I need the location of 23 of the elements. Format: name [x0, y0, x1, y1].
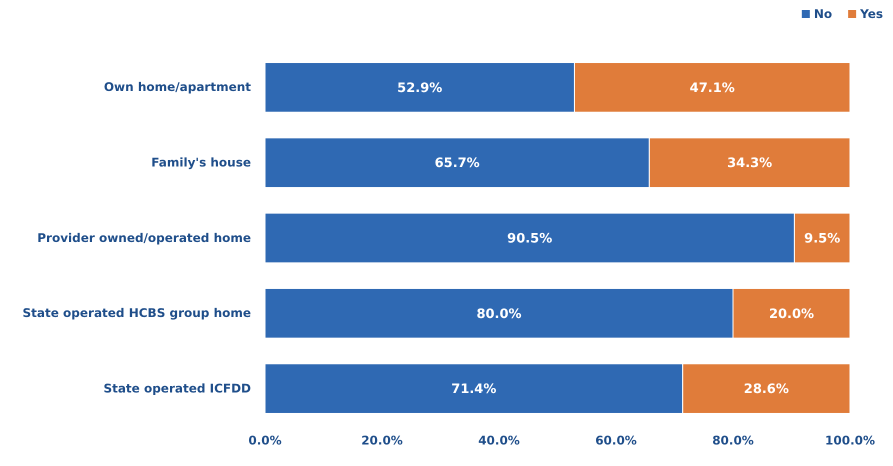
x-tick-label: 40.0%	[478, 434, 520, 448]
data-label: 20.0%	[768, 306, 814, 322]
data-label: 9.5%	[804, 232, 840, 247]
x-tick-label: 100.0%	[825, 434, 875, 448]
x-tick-label: 20.0%	[361, 434, 403, 448]
data-label: 90.5%	[507, 232, 552, 247]
data-label: 47.1%	[690, 80, 735, 96]
legend-label: Yes	[859, 7, 883, 21]
data-label: 71.4%	[451, 382, 496, 398]
y-tick-label: Provider owned/operated home	[37, 230, 251, 245]
data-label: 28.6%	[744, 382, 789, 398]
x-tick-label: 0.0%	[248, 434, 282, 448]
data-label: 52.9%	[397, 80, 442, 96]
text: No	[814, 7, 832, 21]
data-label: 65.7%	[434, 156, 480, 172]
data-label: 80.0%	[476, 306, 522, 322]
data-label: 34.3%	[727, 156, 772, 172]
y-tick-label: State operated HCBS group home	[22, 306, 251, 320]
x-tick-label: 60.0%	[595, 434, 637, 448]
y-tick-label: Own home/apartment	[104, 80, 252, 94]
y-tick-label: State operated ICFDD	[103, 381, 252, 396]
y-tick-label: Family's house	[151, 156, 251, 170]
x-tick-label: 80.0%	[712, 434, 754, 448]
